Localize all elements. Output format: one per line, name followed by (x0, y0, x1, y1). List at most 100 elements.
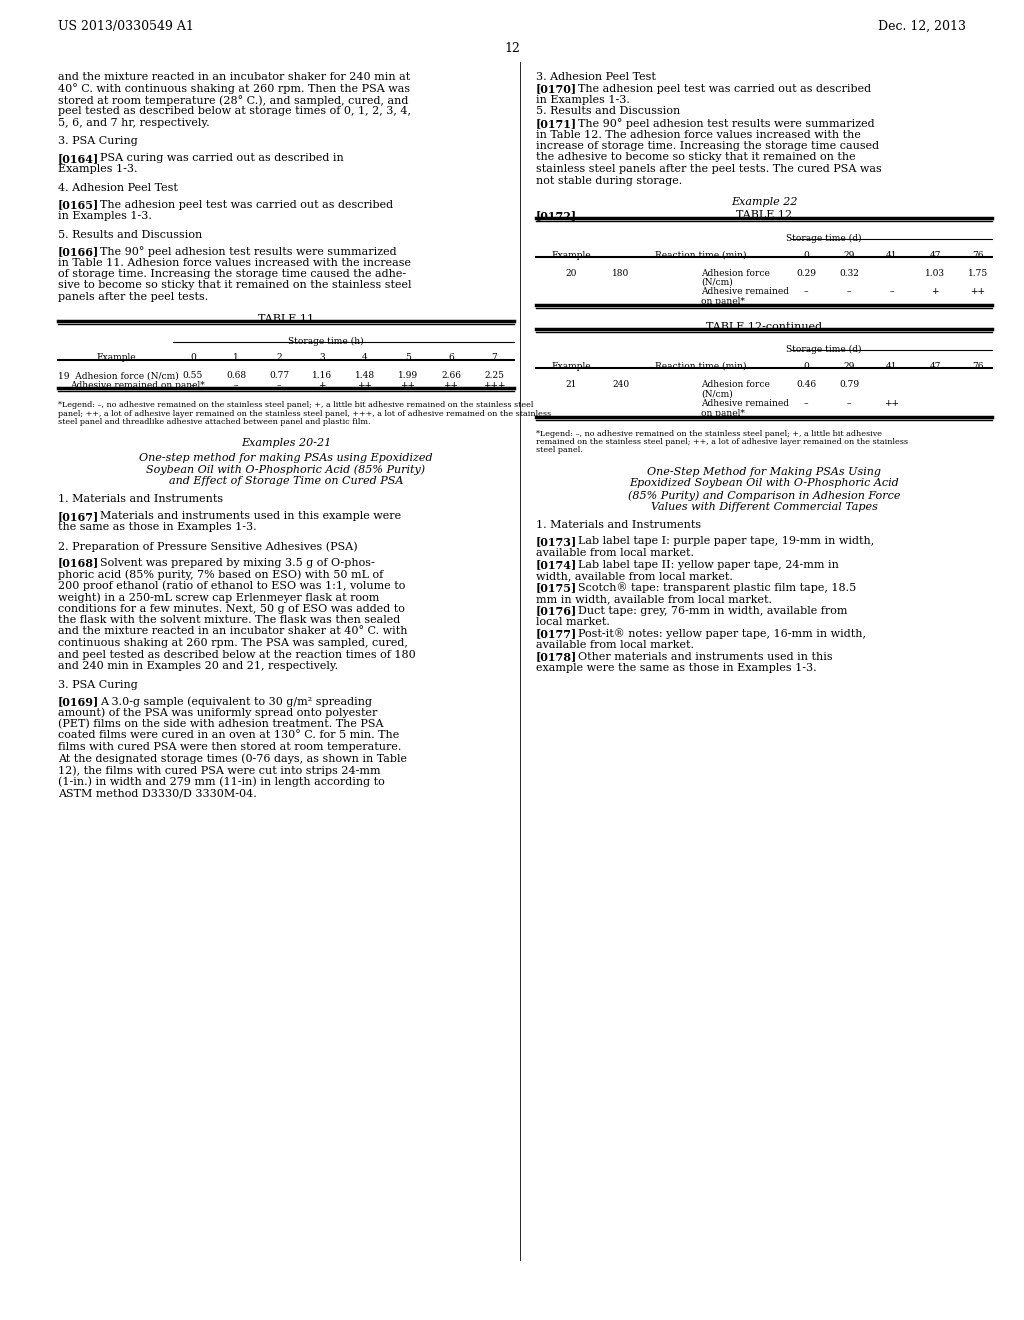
Text: 0.55: 0.55 (183, 371, 203, 380)
Text: The adhesion peel test was carried out as described: The adhesion peel test was carried out a… (578, 83, 871, 94)
Text: [0178]: [0178] (536, 652, 578, 663)
Text: on panel*: on panel* (701, 408, 744, 417)
Text: 3: 3 (319, 354, 325, 363)
Text: [0176]: [0176] (536, 606, 578, 616)
Text: Reaction time (min): Reaction time (min) (655, 251, 746, 260)
Text: [0166]: [0166] (58, 246, 99, 257)
Text: 1.75: 1.75 (968, 268, 988, 277)
Text: Adhesion force: Adhesion force (701, 268, 770, 277)
Text: 6: 6 (449, 354, 454, 363)
Text: [0170]: [0170] (536, 83, 578, 95)
Text: 2.66: 2.66 (441, 371, 461, 380)
Text: increase of storage time. Increasing the storage time caused: increase of storage time. Increasing the… (536, 141, 880, 150)
Text: 5: 5 (406, 354, 411, 363)
Text: Epoxidized Soybean Oil with O-Phosphoric Acid: Epoxidized Soybean Oil with O-Phosphoric… (629, 479, 899, 488)
Text: 1. Materials and Instruments: 1. Materials and Instruments (536, 520, 701, 531)
Text: 1: 1 (233, 354, 239, 363)
Text: Examples 20-21: Examples 20-21 (241, 438, 331, 449)
Text: 40° C. with continuous shaking at 260 rpm. Then the PSA was: 40° C. with continuous shaking at 260 rp… (58, 83, 411, 94)
Text: 3. Adhesion Peel Test: 3. Adhesion Peel Test (536, 73, 656, 82)
Text: Solvent was prepared by mixing 3.5 g of O-phos-: Solvent was prepared by mixing 3.5 g of … (100, 557, 375, 568)
Text: (N/cm): (N/cm) (701, 279, 733, 286)
Text: stainless steel panels after the peel tests. The cured PSA was: stainless steel panels after the peel te… (536, 164, 882, 174)
Text: ++: ++ (971, 288, 985, 297)
Text: Soybean Oil with O-Phosphoric Acid (85% Purity): Soybean Oil with O-Phosphoric Acid (85% … (146, 465, 426, 475)
Text: [0177]: [0177] (536, 628, 578, 639)
Text: local market.: local market. (536, 616, 610, 627)
Text: 1.03: 1.03 (925, 268, 945, 277)
Text: 4: 4 (362, 354, 368, 363)
Text: [0174]: [0174] (536, 560, 578, 570)
Text: coated films were cured in an oven at 130° C. for 5 min. The: coated films were cured in an oven at 13… (58, 730, 399, 741)
Text: 5, 6, and 7 hr, respectively.: 5, 6, and 7 hr, respectively. (58, 117, 210, 128)
Text: available from local market.: available from local market. (536, 640, 694, 649)
Text: Lab label tape I: purple paper tape, 19-mm in width,: Lab label tape I: purple paper tape, 19-… (578, 536, 874, 546)
Text: on panel*: on panel* (701, 297, 744, 306)
Text: –: – (804, 399, 808, 408)
Text: the same as those in Examples 1-3.: the same as those in Examples 1-3. (58, 523, 257, 532)
Text: sive to become so sticky that it remained on the stainless steel: sive to become so sticky that it remaine… (58, 281, 412, 290)
Text: TABLE 11: TABLE 11 (258, 314, 314, 323)
Text: conditions for a few minutes. Next, 50 g of ESO was added to: conditions for a few minutes. Next, 50 g… (58, 603, 404, 614)
Text: stored at room temperature (28° C.), and sampled, cured, and: stored at room temperature (28° C.), and… (58, 95, 409, 106)
Text: 0.29: 0.29 (796, 268, 816, 277)
Text: [0172]: [0172] (536, 210, 578, 222)
Text: +++: +++ (482, 381, 505, 389)
Text: 0.79: 0.79 (839, 380, 859, 389)
Text: 47: 47 (929, 362, 941, 371)
Text: Lab label tape II: yellow paper tape, 24-mm in: Lab label tape II: yellow paper tape, 24… (578, 560, 839, 569)
Text: 3. PSA Curing: 3. PSA Curing (58, 680, 138, 689)
Text: 76: 76 (972, 251, 984, 260)
Text: (1-in.) in width and 279 mm (11-in) in length according to: (1-in.) in width and 279 mm (11-in) in l… (58, 776, 385, 787)
Text: 2: 2 (276, 354, 282, 363)
Text: 4. Adhesion Peel Test: 4. Adhesion Peel Test (58, 183, 178, 193)
Text: Example: Example (551, 251, 591, 260)
Text: The adhesion peel test was carried out as described: The adhesion peel test was carried out a… (100, 199, 393, 210)
Text: mm in width, available from local market.: mm in width, available from local market… (536, 594, 772, 605)
Text: continuous shaking at 260 rpm. The PSA was sampled, cured,: continuous shaking at 260 rpm. The PSA w… (58, 638, 408, 648)
Text: the flask with the solvent mixture. The flask was then sealed: the flask with the solvent mixture. The … (58, 615, 400, 624)
Text: 0: 0 (803, 362, 809, 371)
Text: Other materials and instruments used in this: Other materials and instruments used in … (578, 652, 833, 661)
Text: –: – (847, 288, 851, 297)
Text: 200 proof ethanol (ratio of ethanol to ESO was 1:1, volume to: 200 proof ethanol (ratio of ethanol to E… (58, 581, 406, 591)
Text: PSA curing was carried out as described in: PSA curing was carried out as described … (100, 153, 344, 162)
Text: 7: 7 (492, 354, 497, 363)
Text: Example 22: Example 22 (731, 197, 798, 207)
Text: *Legend: –, no adhesive remained on the stainless steel panel; +, a little bit a: *Legend: –, no adhesive remained on the … (536, 429, 882, 437)
Text: ASTM method D3330/D 3330M-04.: ASTM method D3330/D 3330M-04. (58, 788, 257, 799)
Text: 2.25: 2.25 (484, 371, 504, 380)
Text: phoric acid (85% purity, 7% based on ESO) with 50 mL of: phoric acid (85% purity, 7% based on ESO… (58, 569, 383, 579)
Text: 29: 29 (844, 251, 855, 260)
Text: 1.48: 1.48 (355, 371, 375, 380)
Text: TABLE 12-continued: TABLE 12-continued (706, 322, 822, 333)
Text: 0.32: 0.32 (839, 268, 859, 277)
Text: Duct tape: grey, 76-mm in width, available from: Duct tape: grey, 76-mm in width, availab… (578, 606, 848, 615)
Text: Scotch® tape: transparent plastic film tape, 18.5: Scotch® tape: transparent plastic film t… (578, 582, 856, 593)
Text: 47: 47 (929, 251, 941, 260)
Text: [0168]: [0168] (58, 557, 99, 569)
Text: 1. Materials and Instruments: 1. Materials and Instruments (58, 495, 223, 504)
Text: the adhesive to become so sticky that it remained on the: the adhesive to become so sticky that it… (536, 153, 856, 162)
Text: Storage time (h): Storage time (h) (288, 337, 364, 346)
Text: 12), the films with cured PSA were cut into strips 24-mm: 12), the films with cured PSA were cut i… (58, 766, 381, 776)
Text: One-Step Method for Making PSAs Using: One-Step Method for Making PSAs Using (647, 467, 881, 477)
Text: Adhesive remained: Adhesive remained (701, 399, 790, 408)
Text: 0: 0 (190, 354, 196, 363)
Text: ++: ++ (357, 381, 373, 389)
Text: Dec. 12, 2013: Dec. 12, 2013 (878, 20, 966, 33)
Text: –: – (276, 381, 282, 389)
Text: remained on the stainless steel panel; ++, a lot of adhesive layer remained on t: remained on the stainless steel panel; +… (536, 438, 908, 446)
Text: (PET) films on the side with adhesion treatment. The PSA: (PET) films on the side with adhesion tr… (58, 719, 384, 730)
Text: One-step method for making PSAs using Epoxidized: One-step method for making PSAs using Ep… (139, 453, 433, 463)
Text: 19  Adhesion force (N/cm): 19 Adhesion force (N/cm) (58, 371, 179, 380)
Text: [0164]: [0164] (58, 153, 99, 164)
Text: [0169]: [0169] (58, 696, 99, 708)
Text: Adhesion force: Adhesion force (701, 380, 770, 389)
Text: weight) in a 250-mL screw cap Erlenmeyer flask at room: weight) in a 250-mL screw cap Erlenmeyer… (58, 591, 379, 602)
Text: peel tested as described below at storage times of 0, 1, 2, 3, 4,: peel tested as described below at storag… (58, 107, 411, 116)
Text: At the designated storage times (0-76 days, as shown in Table: At the designated storage times (0-76 da… (58, 754, 407, 764)
Text: –: – (233, 381, 239, 389)
Text: ++: ++ (885, 399, 899, 408)
Text: of storage time. Increasing the storage time caused the adhe-: of storage time. Increasing the storage … (58, 269, 407, 279)
